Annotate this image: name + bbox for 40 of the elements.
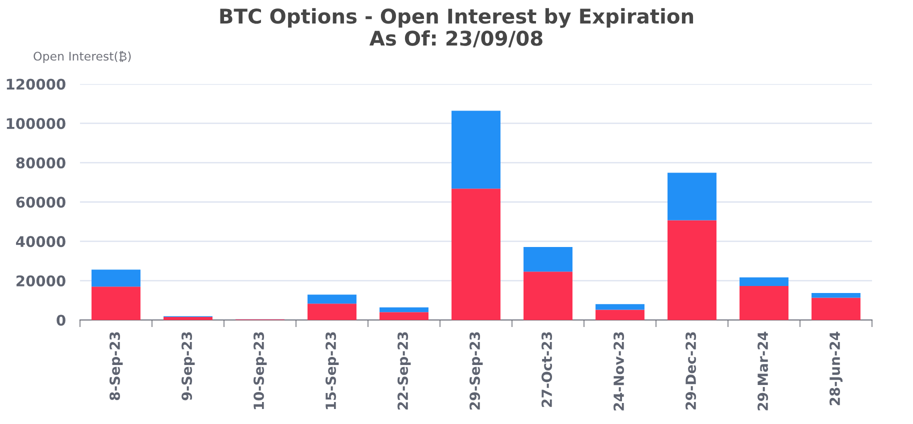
bar <box>308 304 356 320</box>
bar <box>668 220 716 320</box>
x-tick-label: 9-Sep-23 <box>182 332 195 400</box>
y-tick-label: 120000 <box>6 78 66 90</box>
x-tick-label: 22-Sep-23 <box>398 332 411 410</box>
chart-subtitle: As Of: 23/09/08 <box>369 30 542 48</box>
x-tick-label: 29-Sep-23 <box>470 332 483 410</box>
x-tick-label: 29-Mar-24 <box>758 332 768 410</box>
bar <box>668 172 716 220</box>
x-tick-label: 15-Sep-23 <box>326 332 339 410</box>
x-tick-label: 29-Dec-23 <box>686 332 696 410</box>
bar <box>812 293 860 298</box>
y-tick-label: 60000 <box>16 196 66 208</box>
bar <box>740 286 788 320</box>
y-tick-label: 40000 <box>16 236 66 248</box>
bar <box>812 298 860 320</box>
x-tick-label: 27-Oct-23 <box>542 332 552 407</box>
bar <box>596 310 644 320</box>
y-tick-label: 100000 <box>6 118 66 130</box>
x-tick-label: 28-Jun-24 <box>830 332 843 406</box>
x-tick-label: 24-Nov-23 <box>614 332 624 410</box>
bar <box>596 304 644 310</box>
bar <box>308 294 356 304</box>
bar <box>164 317 212 320</box>
bar <box>92 286 140 320</box>
y-axis-title: Open Interest(₿) <box>34 51 131 63</box>
bar <box>452 110 500 189</box>
bar <box>740 277 788 286</box>
bar <box>524 247 572 272</box>
x-tick-label: 8-Sep-23 <box>110 332 123 400</box>
bar <box>452 188 500 320</box>
bar <box>380 307 428 312</box>
bar <box>524 272 572 320</box>
y-tick-label: 80000 <box>16 157 66 168</box>
bar <box>92 270 140 287</box>
bar <box>380 312 428 320</box>
x-tick-label: 10-Sep-23 <box>254 332 267 410</box>
y-tick-label: 0 <box>56 314 66 326</box>
chart-title: BTC Options - Open Interest by Expiration <box>220 8 694 28</box>
y-tick-label: 20000 <box>16 275 66 286</box>
